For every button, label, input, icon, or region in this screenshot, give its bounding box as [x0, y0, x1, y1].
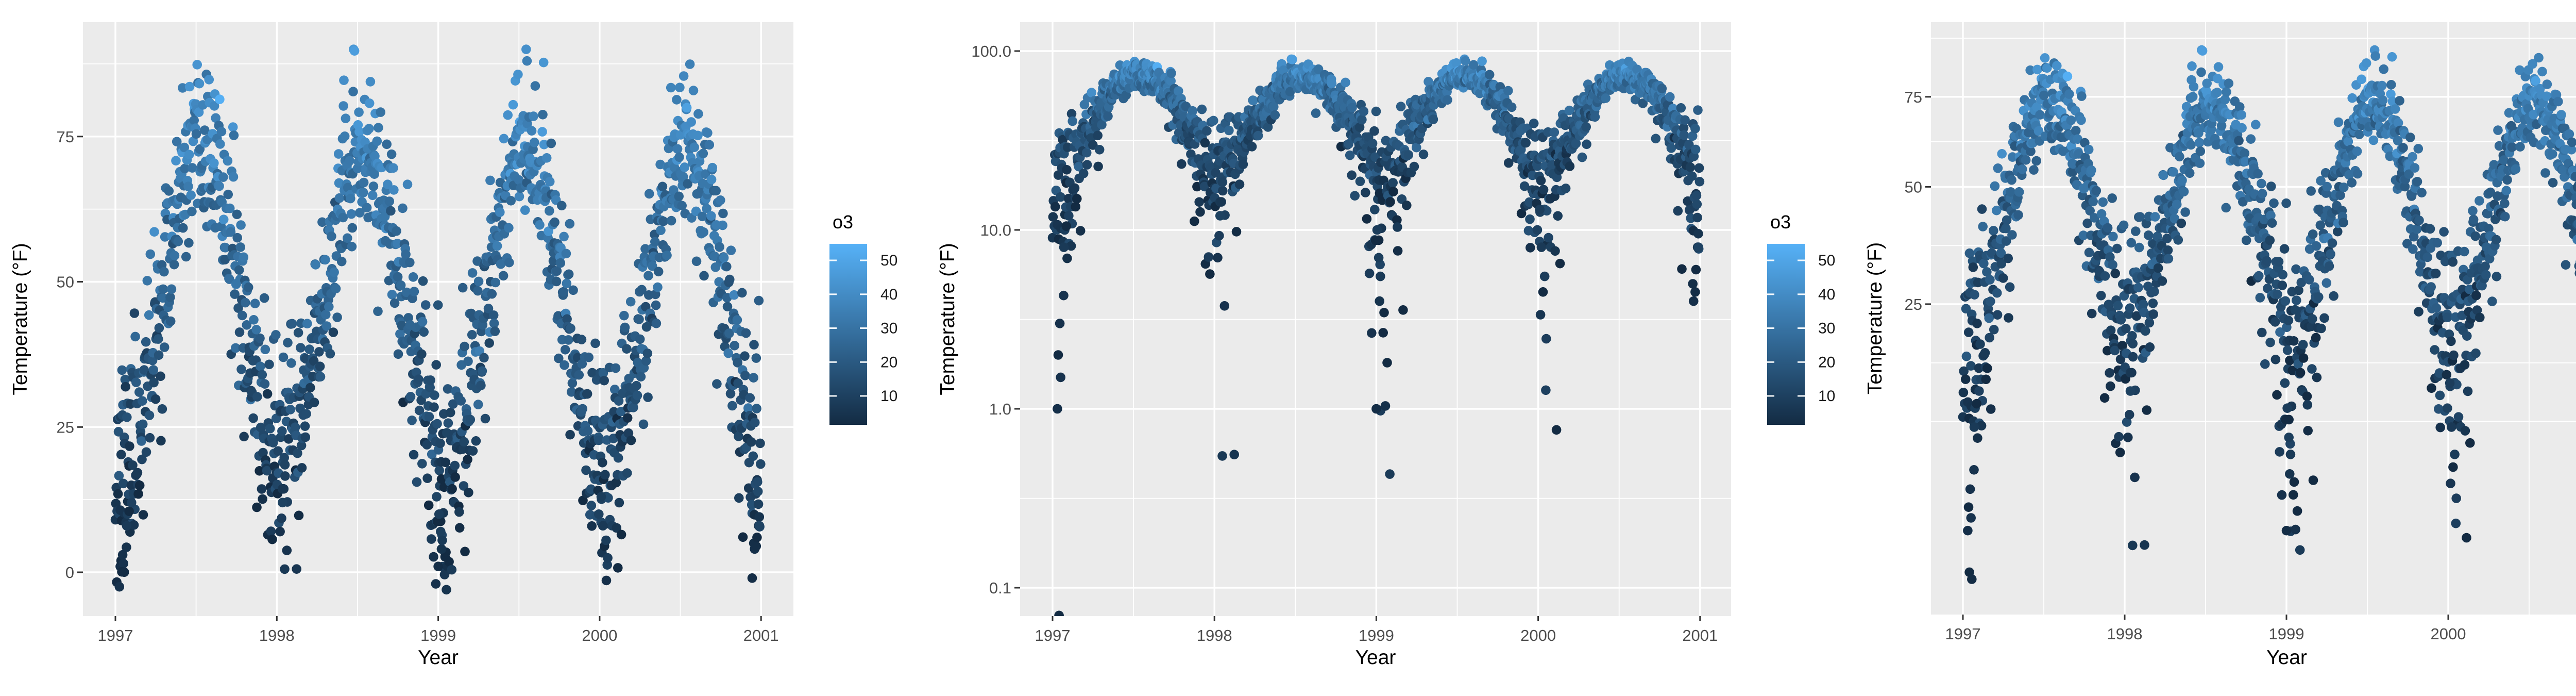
x-tick-label: 2000	[1520, 626, 1556, 644]
legend-tick-marks	[1767, 259, 1805, 397]
scatter-points	[1047, 54, 1705, 616]
scatter-points	[110, 44, 766, 595]
x-tick-label: 2000	[582, 626, 617, 644]
x-tick-label: 1999	[420, 626, 456, 644]
plot-linear-svg: 1997 1998 1999 2000 20010255075YearTemperatu…	[9, 22, 897, 669]
x-tick-label: 1999	[1359, 626, 1394, 644]
legend-tick-label: 10	[880, 388, 897, 405]
plot-linear-scale: 1997 1998 1999 2000 2001 0 25 50 75 Year Temperatu…	[0, 0, 927, 696]
x-tick-label: 1998	[1197, 626, 1232, 644]
y-tick-label: 10.0	[980, 221, 1011, 239]
plot-log10-scale: 1997 1998 1999 2000 2001 0.1 1.0 10.0 100.0 Year T…	[927, 0, 1855, 696]
x-axis-title: Year	[2266, 647, 2307, 669]
legend-tick-labels: 10 20 30 40 50	[880, 252, 897, 405]
legend-tick-label: 30	[880, 320, 897, 337]
x-tick-label: 1998	[259, 626, 295, 644]
legend-tick-label: 50	[1818, 252, 1835, 269]
y-tick-label: 50	[1905, 178, 1922, 196]
x-tick-label: 1997	[1945, 625, 1981, 643]
legend-colorbar	[1767, 244, 1805, 425]
plot-sqrt-scale: 19971998199920002001255075YearTemperatur…	[1855, 0, 2576, 696]
x-tick-label: 1999	[2269, 625, 2304, 643]
y-tick-label: 75	[1905, 88, 1922, 106]
axis-tick-marks	[1014, 50, 1701, 621]
y-axis-tick-labels: 25 50 75	[1905, 88, 1922, 313]
x-axis-tick-labels: 1997 1998 1999 2000 2001	[98, 626, 779, 644]
x-axis-title: Year	[418, 647, 459, 669]
legend-o3: o3 10 20 30 40 50	[1767, 211, 1835, 425]
y-tick-label: 75	[57, 128, 74, 146]
y-axis-title: Temperature (°F)	[9, 243, 31, 395]
legend-tick-marks	[829, 259, 867, 397]
legend-tick-label: 20	[1818, 354, 1835, 371]
y-tick-label: 100.0	[971, 42, 1011, 60]
legend-title: o3	[1770, 211, 1791, 233]
legend-tick-label: 30	[1818, 320, 1835, 337]
x-tick-label: 2001	[743, 626, 779, 644]
legend-tick-label: 10	[1818, 388, 1835, 405]
y-tick-label: 1.0	[989, 400, 1011, 418]
plot-log10-svg: 1997 1998 1999 2000 2001 0.1 1.0 10.0 100.0 Year T…	[937, 22, 1835, 669]
legend-o3: o3 10 20 30 40 50	[829, 211, 897, 425]
x-tick-label: 1998	[2107, 625, 2143, 643]
x-tick-label: 2001	[1682, 626, 1718, 644]
legend-tick-label: 40	[1818, 286, 1835, 303]
plot-sqrt-svg: 19971998199920002001255075YearTemperatur…	[1864, 22, 2576, 669]
legend-title: o3	[833, 211, 853, 233]
x-tick-label: 1997	[1035, 626, 1071, 644]
x-axis-tick-labels: 1997 1998 1999 2000 2001	[1035, 626, 1718, 644]
y-axis-title: Temperature (°F)	[937, 243, 959, 395]
y-axis-tick-labels: 0 25 50 75	[57, 128, 74, 582]
axis-tick-marks	[77, 136, 762, 621]
legend-tick-label: 40	[880, 286, 897, 303]
legend-colorbar	[829, 244, 867, 425]
y-axis-title: Temperature (°F)	[1864, 242, 1886, 394]
y-tick-label: 0.1	[989, 579, 1011, 597]
y-tick-label: 50	[57, 273, 74, 291]
y-tick-label: 25	[1905, 295, 1922, 313]
y-tick-label: 25	[57, 418, 74, 436]
y-tick-label: 0	[65, 564, 74, 582]
x-axis-title: Year	[1355, 647, 1396, 669]
legend-tick-label: 50	[880, 252, 897, 269]
x-tick-label: 1997	[98, 626, 133, 644]
legend-tick-labels: 10 20 30 40 50	[1818, 252, 1835, 405]
y-axis-tick-labels: 0.1 1.0 10.0 100.0	[971, 42, 1011, 597]
scatter-points	[1958, 45, 2576, 584]
legend-tick-label: 20	[880, 354, 897, 371]
axis-tick-marks	[1925, 96, 2449, 620]
x-tick-label: 2000	[2431, 625, 2466, 643]
